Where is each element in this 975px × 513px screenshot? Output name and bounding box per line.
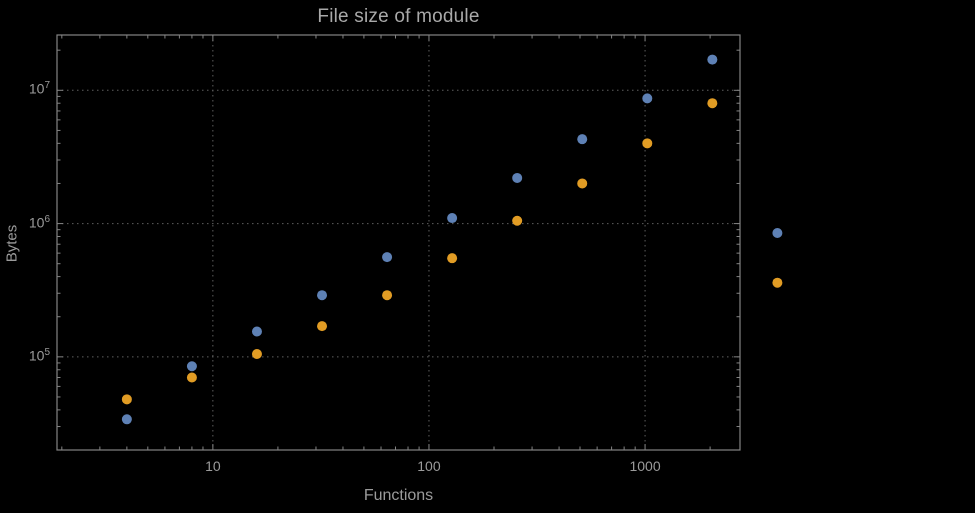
- data-point-orange: [447, 253, 458, 264]
- data-point-blue: [317, 290, 328, 301]
- data-point-orange: [512, 215, 523, 226]
- data-point-blue: [186, 361, 197, 372]
- data-point-orange: [382, 290, 393, 301]
- data-point-blue: [512, 172, 523, 183]
- data-point-blue: [642, 93, 653, 104]
- data-point-orange: [251, 349, 262, 360]
- plot-frame: [56, 34, 741, 451]
- data-point-blue: [121, 414, 132, 425]
- x-axis-label: Functions: [363, 487, 434, 504]
- data-point-blue: [577, 134, 588, 145]
- data-point-blue: [382, 252, 393, 263]
- x-tick-label: 10: [205, 458, 221, 474]
- data-point-orange: [707, 98, 718, 109]
- data-point-blue: [251, 326, 262, 337]
- x-tick-label: 100: [417, 458, 441, 474]
- data-point-orange: [772, 277, 783, 288]
- data-point-orange: [317, 321, 328, 332]
- data-point-orange: [186, 372, 197, 383]
- data-point-orange: [642, 138, 653, 149]
- y-tick-label: 105: [28, 346, 50, 364]
- x-tick-label: 1000: [629, 458, 661, 474]
- data-point-blue: [772, 227, 783, 238]
- data-point-orange: [577, 178, 588, 189]
- y-tick-label: 106: [28, 213, 50, 231]
- data-point-orange: [121, 394, 132, 405]
- data-point-blue: [447, 213, 458, 224]
- y-tick-label: 107: [28, 80, 50, 97]
- chart-title: File size of module: [317, 6, 480, 27]
- data-point-blue: [707, 54, 718, 65]
